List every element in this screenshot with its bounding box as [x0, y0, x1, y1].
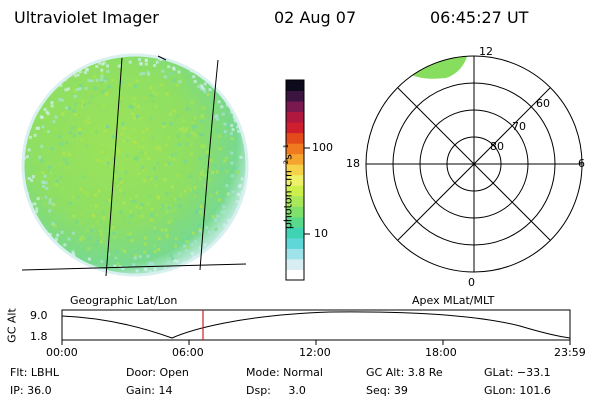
color-bar-segment: [286, 132, 304, 144]
color-bar-segment: [286, 237, 304, 249]
mlt-label-0: 0: [468, 276, 475, 289]
color-bar-segment: [286, 101, 304, 113]
instrument-title: Ultraviolet Imager: [14, 8, 159, 27]
color-bar-segment: [286, 206, 304, 218]
x-tick-2359: 23:59: [554, 346, 586, 359]
color-bar-segment: [286, 153, 304, 165]
x-tick-0000: 00:00: [46, 346, 78, 359]
color-bar-segment: [286, 143, 304, 155]
apex-mlat-mlt-label: Apex MLat/MLT: [412, 294, 495, 307]
altitude-plot: [61, 309, 571, 345]
color-bar-unit: photon cm⁻²s⁻¹: [281, 143, 295, 230]
color-bar-segment: [286, 227, 304, 239]
gc-alt-axis-label: GC Alt: [5, 308, 19, 343]
x-tick-1800: 18:00: [425, 346, 457, 359]
polar-plot: [365, 55, 583, 273]
color-bar-frame: [285, 79, 305, 281]
color-bar-segment: [286, 90, 304, 102]
lat-label-80: 80: [490, 140, 504, 153]
color-bar-segment: [286, 195, 304, 207]
color-bar-segment: [286, 248, 304, 260]
color-bar-segment: [286, 111, 304, 123]
mlt-label-12: 12: [479, 45, 493, 58]
color-bar-segment: [286, 174, 304, 186]
alt-tick-9: 9.0: [30, 309, 48, 322]
altitude-curve: [61, 311, 571, 339]
color-bar-segment: [286, 122, 304, 134]
alt-tick-1-8: 1.8: [30, 330, 48, 343]
seq-status: Seq: 39: [366, 384, 408, 397]
door-status: Door: Open: [126, 366, 189, 379]
x-tick-1200: 12:00: [299, 346, 331, 359]
gc-alt-status: GC Alt: 3.8 Re: [366, 366, 443, 379]
color-bar-segment: [286, 164, 304, 176]
color-bar-segment: [286, 258, 304, 270]
ip-status: IP: 36.0: [10, 384, 52, 397]
geo-grid-lines: [21, 55, 247, 277]
gain-status: Gain: 14: [126, 384, 173, 397]
time-label: 06:45:27 UT: [430, 8, 529, 27]
date-label: 02 Aug 07: [274, 8, 357, 27]
glat-status: GLat: −33.1: [484, 366, 551, 379]
lat-label-60: 60: [536, 97, 550, 110]
color-bar: [286, 80, 304, 281]
geo-latlon-label: Geographic Lat/Lon: [70, 294, 178, 307]
color-bar-segment: [286, 80, 304, 92]
lat-label-70: 70: [512, 120, 526, 133]
x-tick-0600: 06:00: [172, 346, 204, 359]
mlt-label-6: 6: [578, 157, 585, 170]
mlt-label-18: 18: [346, 157, 360, 170]
color-bar-label-10: 10: [314, 227, 328, 240]
color-bar-segment: [286, 269, 304, 281]
dsp-status: Dsp: 3.0: [246, 384, 306, 397]
color-bar-label-100: 100: [312, 141, 333, 154]
glon-status: GLon: 101.6: [484, 384, 551, 397]
color-bar-segment: [286, 216, 304, 228]
color-bar-segment: [286, 185, 304, 197]
mode-status: Mode: Normal: [246, 366, 323, 379]
filter-status: Flt: LBHL: [10, 366, 59, 379]
earth-disk: [21, 53, 249, 277]
